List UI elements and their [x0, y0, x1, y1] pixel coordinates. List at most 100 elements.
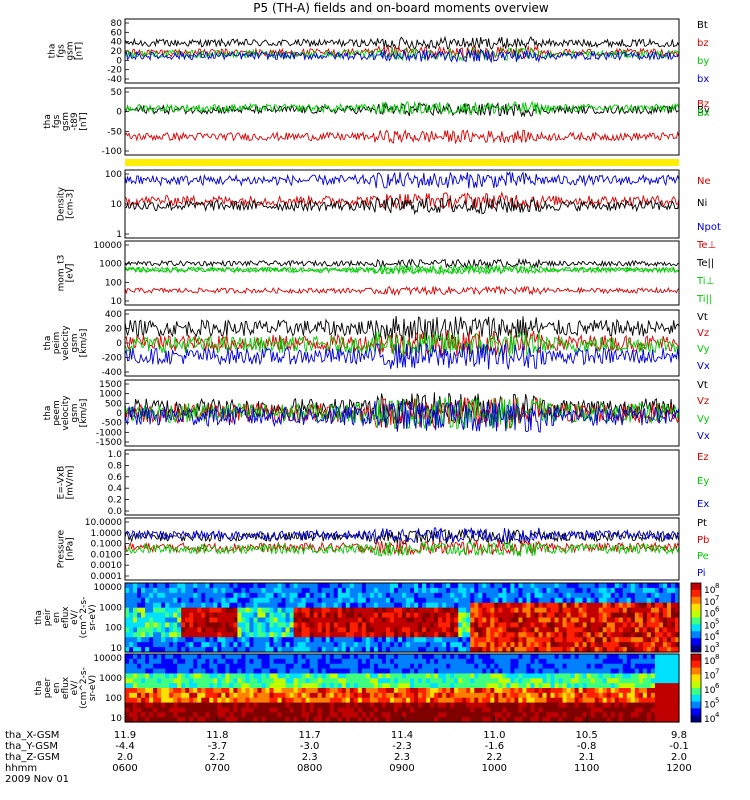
spectrogram-cell [458, 587, 463, 594]
spectrogram-cell [345, 612, 351, 619]
spectrogram-cell [466, 678, 471, 684]
spectrogram-cell [289, 637, 295, 643]
spectrogram-cell [213, 597, 218, 604]
spectrogram-cell [506, 707, 511, 713]
spectrogram-cell [209, 637, 214, 643]
spectrogram-cell [129, 632, 134, 638]
spectrogram-cell [646, 712, 652, 718]
spectrogram-cell [530, 632, 536, 638]
spectrogram-cell [165, 692, 170, 699]
spectrogram-cell [490, 637, 495, 643]
spectrogram-cell [309, 607, 315, 614]
spectrogram-cell [265, 587, 271, 594]
spectrogram-cell [133, 583, 138, 589]
spectrogram-cell [345, 678, 351, 684]
spectrogram-cell [349, 632, 355, 638]
spectrogram-cell [422, 587, 427, 594]
spectrogram-cell [470, 612, 475, 619]
spectrogram-cell [510, 607, 516, 614]
spectrogram-cell [546, 654, 552, 660]
spectrogram-cell [149, 607, 154, 614]
spectrogram-cell [161, 668, 166, 675]
spectrogram-cell [522, 617, 528, 624]
spectrogram-cell [598, 678, 604, 684]
spectrogram-cell [185, 697, 190, 704]
spectrogram-cell [442, 697, 447, 704]
spectrogram-cell [518, 617, 524, 624]
legend-fgs_t89-Bz: Bz [697, 99, 709, 110]
spectrogram-cell [177, 622, 182, 628]
spectrogram-cell [598, 692, 604, 699]
spectrogram-cell [305, 627, 311, 633]
spectrogram-cell [478, 654, 483, 660]
spectrogram-cell [205, 583, 210, 589]
spectrogram-cell [434, 632, 439, 638]
spectrogram-cell [377, 654, 383, 660]
ytick-fgs_t89: 50 [111, 88, 123, 98]
spectrogram-cell [189, 673, 194, 679]
spectrogram-cell [586, 583, 592, 589]
spectrogram-cell [638, 688, 644, 694]
spectrogram-cell [233, 647, 239, 653]
spectrogram-cell [630, 712, 636, 718]
spectrogram-cell [289, 583, 295, 589]
spectrogram-cell [309, 597, 315, 604]
spectrogram-cell [301, 597, 307, 604]
spectrogram-cell [201, 668, 206, 675]
spectrogram-cell [666, 617, 672, 624]
spectrogram-cell [566, 592, 572, 599]
spectrogram-cell [217, 712, 222, 718]
spectrogram-cell [177, 697, 182, 704]
spectrogram-cell [566, 658, 572, 665]
spectrogram-cell [442, 668, 447, 675]
spectrogram-cell [269, 647, 275, 653]
spectrogram-cell [494, 673, 499, 679]
spectrogram-cell [201, 637, 206, 643]
spectrogram-cell [558, 612, 564, 619]
spectrogram-cell [209, 678, 214, 684]
spectrogram-cell [193, 683, 198, 689]
spectrogram-cell [522, 627, 528, 633]
spectrogram-cell [546, 692, 552, 699]
spectrogram-cell [670, 697, 676, 704]
spectrogram-cell [466, 702, 471, 709]
spectrogram-cell [606, 587, 612, 594]
spectrogram-cell [249, 692, 255, 699]
spectrogram-cell [498, 617, 503, 624]
ytick-peim: 200 [105, 325, 122, 335]
spectrogram-cell [357, 673, 363, 679]
spectrogram-cell [518, 712, 524, 718]
spectrogram-cell [410, 607, 415, 614]
spectrogram-cell [454, 688, 459, 694]
spectrogram-cell [189, 663, 194, 670]
spectrogram-cell [289, 663, 295, 670]
spectrogram-cell [329, 602, 335, 609]
spectrogram-cell [221, 583, 226, 589]
spectrogram-cell [281, 712, 287, 718]
spectrogram-cell [654, 654, 660, 660]
spectrogram-cell [149, 717, 154, 723]
spectrogram-cell [426, 637, 431, 643]
spectrogram-cell [630, 647, 636, 653]
spectrogram-cell [329, 587, 335, 594]
spectrogram-cell [329, 678, 335, 684]
spectrogram-cell [381, 637, 387, 643]
spectrogram-cell [410, 627, 415, 633]
spectrogram-cell [526, 607, 532, 614]
spectrogram-cell [321, 587, 327, 594]
spectrogram-cell [642, 583, 648, 589]
spectrogram-cell [450, 583, 455, 589]
spectrogram-cell [337, 717, 343, 723]
spectrogram-cell [582, 612, 588, 619]
spectrogram-cell [349, 622, 355, 628]
spectrogram-cell [518, 642, 524, 648]
spectrogram-cell [654, 587, 660, 594]
spectrogram-cell [353, 632, 359, 638]
spectrogram-cell [177, 688, 182, 694]
spectrogram-cell [349, 597, 355, 604]
spectrogram-cell [582, 602, 588, 609]
spectrogram-cell [574, 702, 580, 709]
spectrogram-cell [622, 717, 628, 723]
spectrogram-cell [189, 697, 194, 704]
